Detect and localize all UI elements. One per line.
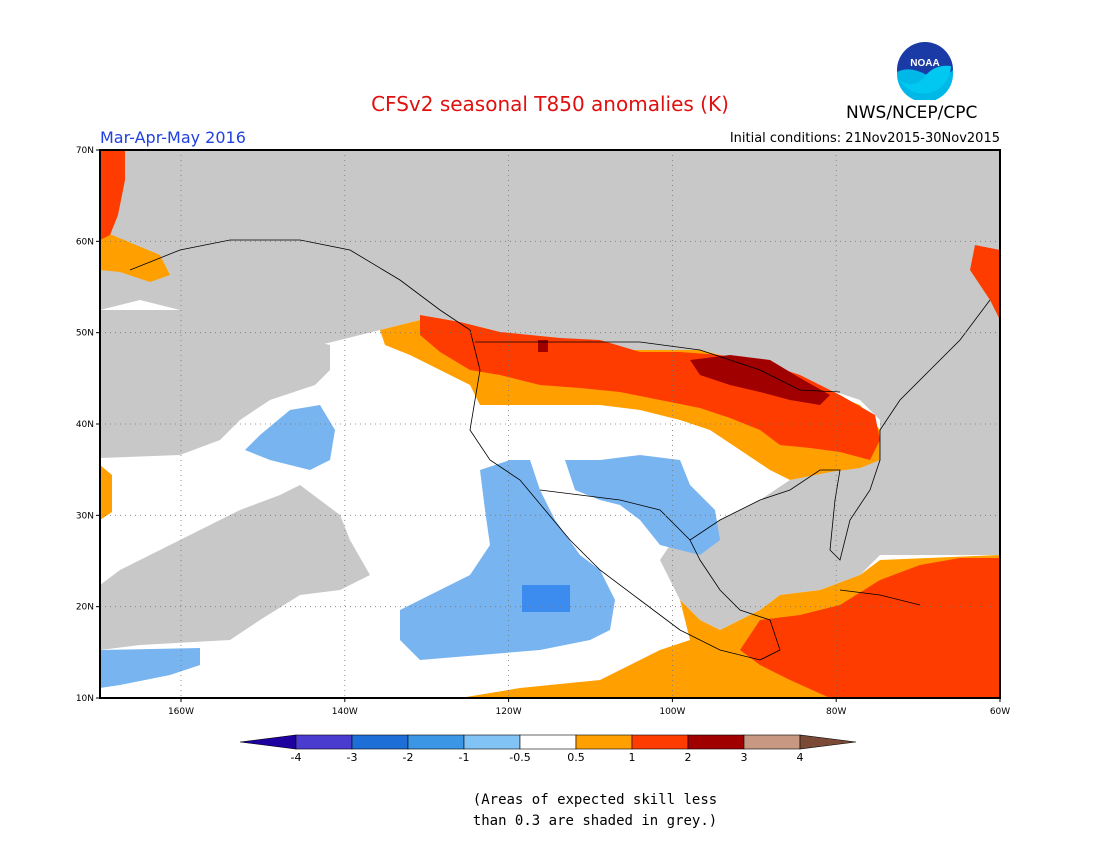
legend-label: 4 [797, 751, 804, 764]
darkred-small-region [538, 340, 548, 352]
light-blue-southwest-region [100, 648, 200, 688]
legend-label: -3 [347, 751, 358, 764]
light-blue-offshore-region [245, 405, 335, 470]
grey-north-region [100, 150, 1000, 630]
legend-label: -2 [403, 751, 414, 764]
lat-label: 60N [76, 237, 94, 247]
legend-colorbar: -4 -3 -2 -1 -0.5 0.5 1 2 3 4 [239, 734, 857, 764]
legend-swatch [631, 734, 689, 750]
legend-swatch [575, 734, 633, 750]
skill-note-line1: (Areas of expected skill less [472, 792, 718, 808]
lon-label: 140W [332, 707, 358, 717]
lon-label: 100W [659, 707, 685, 717]
legend-swatch [463, 734, 521, 750]
grey-hawaii-region [100, 485, 370, 650]
lat-label: 50N [76, 329, 94, 339]
noaa-logo-text: NOAA [910, 58, 939, 69]
orange-alaska-band [100, 230, 170, 282]
legend-swatch [743, 734, 801, 750]
legend-label: 1 [629, 751, 636, 764]
lon-label: 60W [990, 707, 1010, 717]
darkred-great-lakes-region [690, 355, 830, 405]
cuba-coastline [839, 589, 921, 606]
legend-swatch [407, 734, 465, 750]
legend-swatch [295, 734, 353, 750]
legend-arrow-right [799, 734, 857, 750]
red-northeast-edge [970, 245, 1000, 320]
lat-label: 70N [76, 146, 94, 156]
legend-label: 3 [741, 751, 748, 764]
skill-note-line2: than 0.3 are shaded in grey.) [472, 813, 718, 829]
initial-conditions-label: Initial conditions: 21Nov2015-30Nov2015 [729, 131, 1000, 146]
legend-label: -1 [459, 751, 470, 764]
lat-label: 10N [76, 694, 94, 704]
lon-label: 80W [826, 707, 846, 717]
longitude-labels: 160W 140W 120W 100W 80W 60W [168, 698, 1010, 717]
legend-swatch [351, 734, 409, 750]
grey-west-region [100, 310, 330, 458]
legend-label: 0.5 [567, 751, 585, 764]
latitude-labels: 70N 60N 50N 40N 30N 20N 10N [76, 146, 100, 704]
orange-west-edge [100, 465, 112, 520]
blue-core-region [522, 585, 570, 612]
us-mexico-border [539, 489, 691, 541]
red-alaska-region [100, 150, 125, 240]
lon-label: 120W [496, 707, 522, 717]
legend-label: -0.5 [509, 751, 530, 764]
chart-title: CFSv2 seasonal T850 anomalies (K) [371, 92, 729, 116]
us-canada-border [475, 341, 841, 393]
legend-swatch [687, 734, 745, 750]
season-label: Mar-Apr-May 2016 [100, 128, 246, 147]
legend-label: -4 [291, 751, 302, 764]
lat-label: 20N [76, 603, 94, 613]
red-caribbean-region [740, 558, 1000, 698]
legend-label: 2 [685, 751, 692, 764]
grid-layer [100, 150, 1000, 698]
north-america-coastline [129, 239, 991, 661]
noaa-logo-icon: NOAA [896, 41, 954, 100]
agency-label: NWS/NCEP/CPC [846, 103, 978, 123]
lat-label: 30N [76, 511, 94, 521]
lon-label: 160W [168, 707, 194, 717]
coastline-layer [129, 239, 991, 661]
lat-label: 40N [76, 420, 94, 430]
legend-arrow-left [239, 734, 297, 750]
light-blue-texas-region [565, 455, 720, 555]
legend-swatch [519, 734, 577, 750]
skill-note: (Areas of expected skill less than 0.3 a… [0, 790, 1100, 832]
